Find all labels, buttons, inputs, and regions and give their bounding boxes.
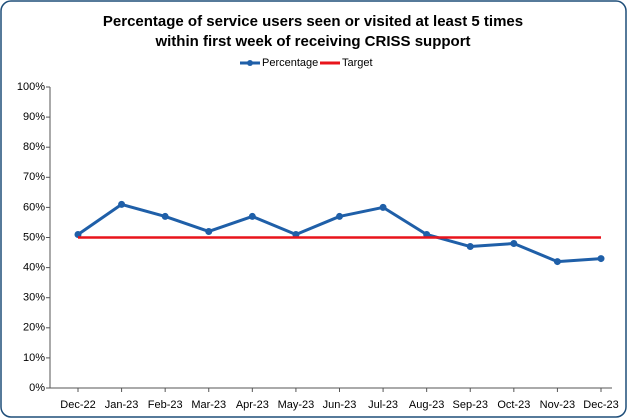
x-tick-label: Dec-22 xyxy=(60,399,95,411)
data-point xyxy=(118,200,126,208)
x-tick-label: May-23 xyxy=(278,399,315,411)
y-tick-label: 20% xyxy=(23,322,45,334)
x-tick-label: Dec-23 xyxy=(583,399,618,411)
chart-title: within first week of receiving CRISS sup… xyxy=(154,33,470,50)
data-point xyxy=(510,240,518,248)
data-point xyxy=(597,255,605,263)
y-tick-label: 40% xyxy=(23,262,45,274)
x-tick-label: Feb-23 xyxy=(148,399,183,411)
legend-label: Percentage xyxy=(262,57,318,69)
x-tick-label: Nov-23 xyxy=(540,399,575,411)
x-tick-label: Mar-23 xyxy=(191,399,226,411)
y-tick-label: 90% xyxy=(23,111,45,123)
y-tick-label: 80% xyxy=(23,141,45,153)
data-point xyxy=(292,230,300,238)
x-tick-label: Jan-23 xyxy=(105,399,139,411)
legend-label: Target xyxy=(342,57,373,69)
x-tick-label: Sep-23 xyxy=(453,399,488,411)
data-point xyxy=(161,212,169,220)
y-tick-label: 70% xyxy=(23,171,45,183)
y-tick-label: 50% xyxy=(23,231,45,243)
legend-marker xyxy=(247,60,253,66)
y-tick-label: 60% xyxy=(23,201,45,213)
y-tick-label: 30% xyxy=(23,292,45,304)
x-tick-label: Apr-23 xyxy=(236,399,269,411)
chart-title: Percentage of service users seen or visi… xyxy=(103,13,523,30)
x-tick-label: Oct-23 xyxy=(497,399,530,411)
x-tick-label: Jun-23 xyxy=(323,399,357,411)
y-tick-label: 0% xyxy=(29,382,45,394)
data-point xyxy=(379,203,387,211)
data-point xyxy=(423,230,431,238)
data-point xyxy=(74,230,82,238)
data-point xyxy=(466,243,474,251)
x-tick-label: Aug-23 xyxy=(409,399,444,411)
data-point xyxy=(205,227,213,235)
y-tick-label: 10% xyxy=(23,352,45,364)
y-tick-label: 100% xyxy=(17,81,45,93)
data-point xyxy=(336,212,343,220)
data-point xyxy=(553,258,561,266)
x-tick-label: Jul-23 xyxy=(368,399,398,411)
data-point xyxy=(248,212,256,220)
